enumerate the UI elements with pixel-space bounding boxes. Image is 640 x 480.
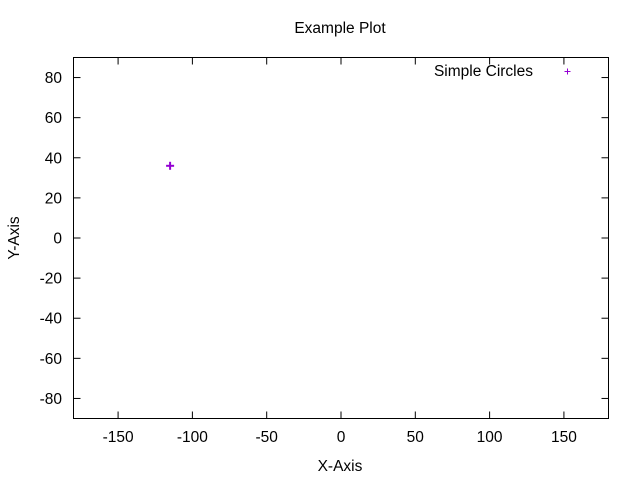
y-tick-label: -40 [40, 311, 63, 328]
legend-marker-plus [564, 68, 571, 75]
x-tick-label: 0 [337, 429, 346, 446]
legend: Simple Circles [434, 63, 571, 80]
axis-ticks [73, 57, 609, 419]
y-tick-label: 20 [45, 190, 63, 207]
y-tick-label: 80 [45, 70, 63, 87]
x-tick-label: 50 [407, 429, 425, 446]
tick-labels: -150 -100 -50 0 50 100 150 80 60 40 20 0 -20 -40 -60 -8… [40, 70, 578, 446]
data-points [166, 161, 175, 170]
y-tick-label: -20 [40, 271, 63, 288]
legend-marker [564, 68, 571, 75]
y-tick-label: 40 [45, 150, 63, 167]
x-tick-label: 150 [551, 429, 577, 446]
x-tick-label: -100 [177, 429, 208, 446]
legend-label: Simple Circles [434, 63, 533, 80]
y-axis-label: Y-Axis [6, 216, 23, 260]
y-tick-label: -80 [40, 391, 63, 408]
x-tick-label: -50 [255, 429, 278, 446]
y-tick-label: -60 [40, 351, 63, 368]
x-tick-label: -150 [103, 429, 134, 446]
x-axis-label: X-Axis [318, 458, 363, 475]
data-point [166, 161, 175, 170]
x-tick-label: 100 [477, 429, 503, 446]
plot-frame [73, 57, 609, 419]
y-tick-label: 0 [53, 231, 62, 248]
y-tick-label: 60 [45, 110, 63, 127]
chart-title: Example Plot [294, 20, 386, 37]
